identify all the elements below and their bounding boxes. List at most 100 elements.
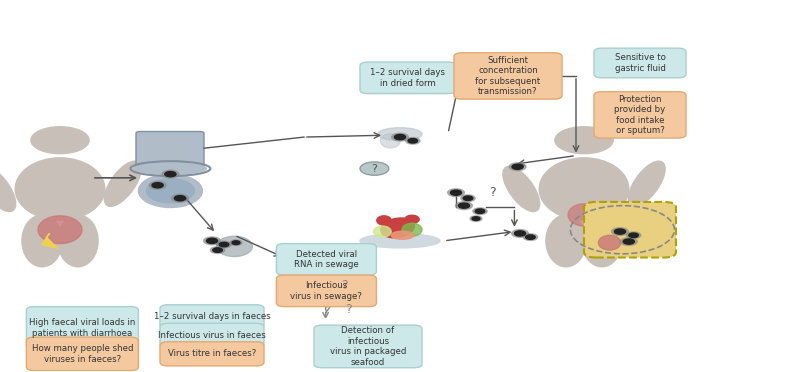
Text: Detection of
infectious
virus in packaged
seafood: Detection of infectious virus in package…	[330, 326, 406, 366]
Text: High faecal viral loads in
patients with diarrhoea: High faecal viral loads in patients with…	[30, 318, 135, 338]
Circle shape	[463, 196, 473, 201]
Circle shape	[162, 170, 179, 178]
Ellipse shape	[503, 166, 540, 212]
Circle shape	[512, 164, 523, 169]
Circle shape	[612, 228, 629, 235]
Ellipse shape	[546, 215, 586, 267]
Circle shape	[472, 217, 480, 221]
Text: Detected viral
RNA in sewage: Detected viral RNA in sewage	[294, 250, 358, 269]
Circle shape	[475, 209, 485, 214]
Circle shape	[165, 171, 176, 177]
Text: ?: ?	[489, 186, 495, 199]
FancyBboxPatch shape	[584, 202, 676, 257]
Text: Protection
provided by
food intake
or sputum?: Protection provided by food intake or sp…	[614, 95, 666, 135]
Circle shape	[206, 238, 218, 243]
Circle shape	[210, 247, 225, 253]
Circle shape	[526, 235, 535, 239]
Circle shape	[174, 196, 186, 201]
FancyBboxPatch shape	[454, 53, 562, 99]
Circle shape	[203, 237, 221, 245]
Circle shape	[31, 127, 89, 154]
Circle shape	[408, 139, 418, 143]
Circle shape	[171, 194, 189, 202]
Circle shape	[470, 216, 482, 221]
FancyBboxPatch shape	[314, 325, 422, 368]
Text: Sensitive to
gastric fluid: Sensitive to gastric fluid	[614, 53, 666, 73]
Ellipse shape	[582, 215, 622, 267]
Circle shape	[149, 182, 166, 189]
FancyBboxPatch shape	[277, 275, 376, 307]
Circle shape	[458, 203, 470, 208]
Text: How many people shed
viruses in faeces?: How many people shed viruses in faeces?	[32, 344, 133, 363]
Ellipse shape	[402, 223, 422, 236]
Text: ?: ?	[345, 303, 351, 316]
FancyBboxPatch shape	[360, 62, 456, 93]
FancyBboxPatch shape	[160, 323, 264, 347]
Circle shape	[217, 241, 231, 248]
Circle shape	[232, 241, 240, 244]
Polygon shape	[42, 233, 58, 248]
Circle shape	[555, 127, 613, 154]
Circle shape	[626, 232, 641, 238]
Circle shape	[623, 239, 634, 244]
Circle shape	[213, 248, 222, 252]
Ellipse shape	[598, 235, 621, 250]
Circle shape	[473, 208, 487, 215]
Circle shape	[360, 162, 389, 175]
Circle shape	[514, 231, 526, 236]
Text: Virus titre in faeces?: Virus titre in faeces?	[168, 349, 256, 358]
Circle shape	[230, 240, 242, 246]
Circle shape	[510, 163, 526, 171]
Circle shape	[621, 238, 638, 246]
Ellipse shape	[15, 158, 105, 220]
Circle shape	[406, 138, 420, 144]
Circle shape	[448, 189, 464, 196]
Ellipse shape	[38, 216, 82, 244]
FancyBboxPatch shape	[26, 307, 138, 349]
Circle shape	[219, 242, 229, 247]
Circle shape	[512, 230, 528, 237]
Ellipse shape	[378, 128, 422, 141]
Ellipse shape	[391, 231, 414, 239]
Ellipse shape	[138, 174, 202, 208]
Circle shape	[614, 229, 626, 234]
Text: Infectious virus in faeces: Infectious virus in faeces	[158, 331, 266, 340]
Circle shape	[461, 195, 475, 202]
FancyBboxPatch shape	[594, 92, 686, 138]
Ellipse shape	[381, 134, 400, 148]
FancyBboxPatch shape	[277, 244, 376, 275]
Ellipse shape	[381, 218, 414, 238]
Text: 1–2 survival days
in dried form: 1–2 survival days in dried form	[370, 68, 446, 87]
Ellipse shape	[0, 166, 16, 212]
Ellipse shape	[216, 236, 253, 257]
Ellipse shape	[134, 163, 206, 174]
Ellipse shape	[568, 204, 600, 226]
Circle shape	[523, 234, 538, 240]
FancyBboxPatch shape	[160, 342, 264, 366]
Ellipse shape	[146, 179, 194, 203]
FancyBboxPatch shape	[594, 48, 686, 78]
Ellipse shape	[377, 216, 391, 225]
FancyBboxPatch shape	[26, 337, 138, 371]
Text: Sufficient
concentration
for subsequent
transmission?: Sufficient concentration for subsequent …	[475, 56, 541, 96]
Ellipse shape	[374, 226, 391, 237]
Text: ?: ?	[371, 164, 378, 174]
Circle shape	[450, 190, 462, 195]
Circle shape	[629, 233, 638, 237]
Circle shape	[456, 202, 472, 209]
Text: ?: ?	[341, 279, 347, 292]
Ellipse shape	[104, 161, 141, 206]
Ellipse shape	[58, 215, 98, 267]
Ellipse shape	[539, 158, 629, 220]
Ellipse shape	[405, 215, 419, 224]
Text: Infectious
virus in sewage?: Infectious virus in sewage?	[290, 281, 362, 301]
FancyBboxPatch shape	[136, 132, 204, 169]
Ellipse shape	[360, 234, 440, 248]
Circle shape	[152, 183, 163, 188]
FancyBboxPatch shape	[160, 305, 264, 329]
Ellipse shape	[22, 215, 62, 267]
Circle shape	[392, 133, 408, 141]
Ellipse shape	[628, 161, 665, 206]
Circle shape	[394, 135, 406, 140]
Text: 1–2 survival days in faeces: 1–2 survival days in faeces	[154, 312, 270, 321]
